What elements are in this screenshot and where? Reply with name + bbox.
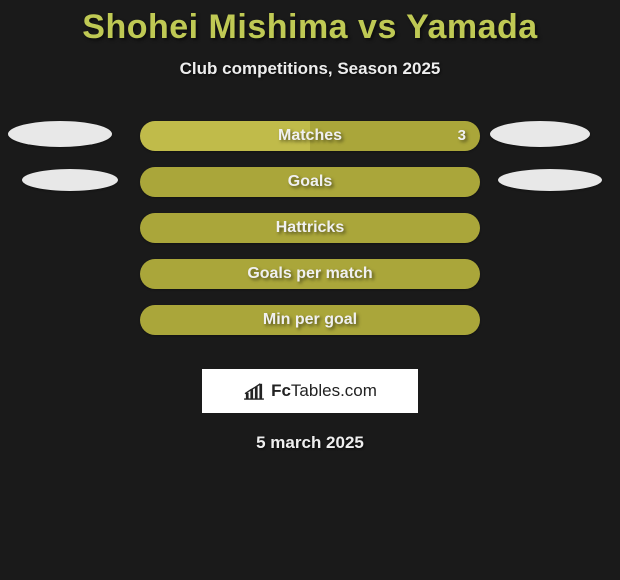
ellipse-right [498, 169, 602, 191]
stat-pill: Min per goal [140, 305, 480, 335]
stat-value-right: 3 [458, 121, 466, 151]
ellipse-left [8, 121, 112, 147]
stat-pill: Matches3 [140, 121, 480, 151]
page-subtitle: Club competitions, Season 2025 [0, 59, 620, 79]
stat-pill: Hattricks [140, 213, 480, 243]
brand-rest: Tables.com [291, 381, 377, 400]
stat-row: Goals [0, 167, 620, 213]
bar-chart-icon [243, 382, 265, 400]
stat-row: Goals per match [0, 259, 620, 305]
stat-row: Hattricks [0, 213, 620, 259]
stats-rows: Matches3 Goals Hattricks Goals per match Min… [0, 121, 620, 351]
page-title: Shohei Mishima vs Yamada [0, 0, 620, 47]
stat-label: Goals [140, 167, 480, 197]
stat-row: Matches3 [0, 121, 620, 167]
stat-label: Matches [140, 121, 480, 151]
ellipse-left [22, 169, 118, 191]
stat-label: Goals per match [140, 259, 480, 289]
stat-label: Hattricks [140, 213, 480, 243]
brand-logo: FcTables.com [202, 369, 418, 413]
stat-pill: Goals per match [140, 259, 480, 289]
brand-bold: Fc [271, 381, 291, 400]
brand-text: FcTables.com [271, 381, 377, 401]
stat-row: Min per goal [0, 305, 620, 351]
ellipse-right [490, 121, 590, 147]
stat-pill: Goals [140, 167, 480, 197]
stat-label: Min per goal [140, 305, 480, 335]
date-label: 5 march 2025 [0, 433, 620, 453]
